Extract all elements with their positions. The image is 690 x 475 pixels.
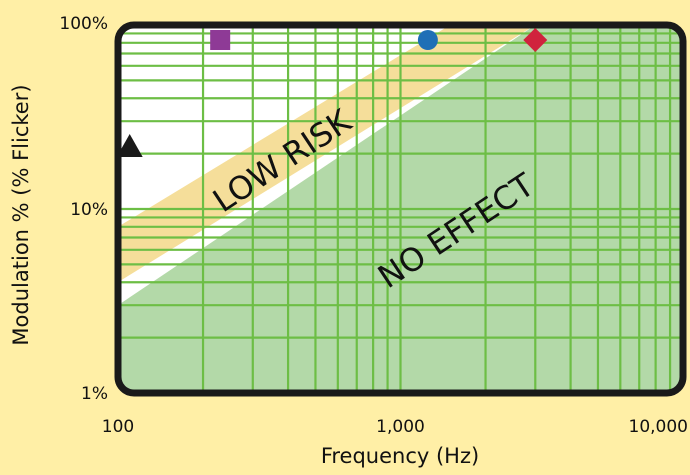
- x-tick-labels: 100 1,000 10,000: [102, 417, 688, 437]
- x-tick-label: 1,000: [376, 417, 425, 437]
- data-point-triangle: [116, 133, 143, 157]
- plot-frame: [114, 21, 687, 397]
- grid-lines: [118, 25, 683, 393]
- data-point-square: [210, 30, 231, 50]
- x-tick-label: 100: [102, 417, 134, 437]
- data-point-circle: [417, 30, 438, 50]
- data-point-diamond: [523, 28, 548, 52]
- y-tick-labels: 1% 10% 100%: [59, 14, 108, 404]
- x-axis-title: Frequency (Hz): [321, 444, 479, 468]
- y-tick-label: 10%: [70, 200, 108, 220]
- y-axis-title: Modulation % (% Flicker): [9, 84, 33, 345]
- data-points: [116, 28, 548, 157]
- y-tick-label: 100%: [59, 14, 108, 34]
- x-tick-label: 10,000: [629, 417, 688, 437]
- y-tick-label: 1%: [81, 384, 108, 404]
